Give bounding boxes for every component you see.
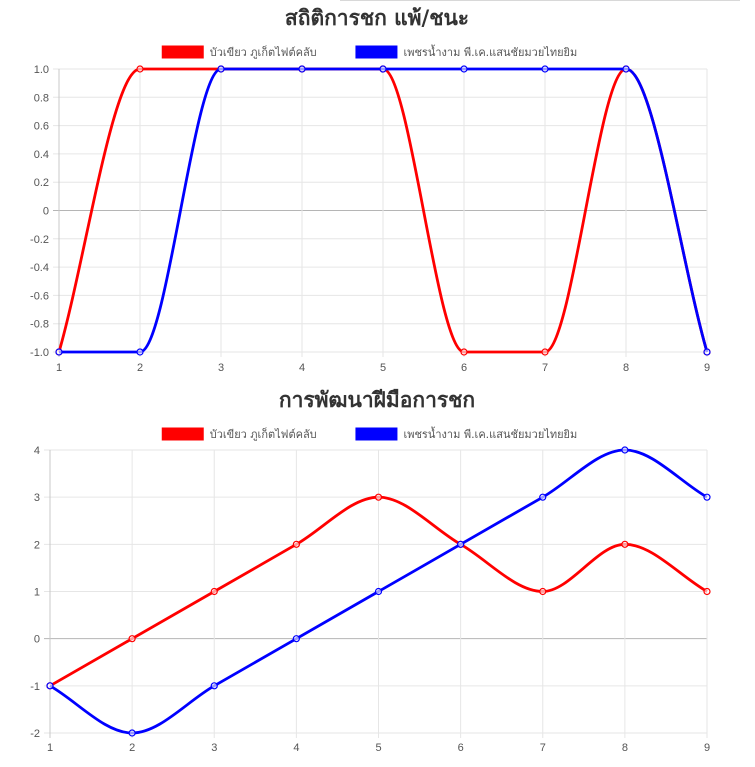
skill-data-point-1[interactable]: [621, 540, 629, 548]
winloss-y-tick-label: -0.6: [30, 290, 49, 302]
skill-y-tick-label: 1: [34, 587, 40, 599]
winloss-y-tick-label: 0.4: [34, 149, 49, 161]
winloss-y-tick-label: 0.6: [34, 121, 49, 133]
winloss-legend-swatch-2: [355, 45, 398, 59]
skill-data-point-2[interactable]: [210, 682, 218, 690]
winloss-legend-label-2: เพชรน้ำงาม พี.เค.แสนชัยมวยไทยยิม: [403, 44, 577, 59]
skill-data-point-2[interactable]: [539, 493, 547, 501]
winloss-x-tick-label: 3: [218, 362, 224, 374]
winloss-x-tick-label: 1: [56, 362, 62, 374]
winloss-x-tick-label: 7: [542, 362, 548, 374]
winloss-grid: [53, 68, 708, 357]
skill-x-tick-label: 9: [704, 742, 710, 754]
skill-legend-label-2: เพชรน้ำงาม พี.เค.แสนชัยมวยไทยยิม: [403, 426, 577, 441]
skill-y-tick-label: 3: [34, 492, 40, 504]
winloss-y-tick-label: -0.8: [30, 319, 49, 331]
skill-development-chart: การพัฒนาฝีมือการชกบัวเขียว ภูเก็ตไฟต์คลั…: [0, 380, 755, 767]
winloss-data-point-1[interactable]: [541, 348, 549, 356]
winloss-y-tick-label: 1.0: [34, 64, 49, 76]
skill-y-tick-label: 2: [34, 539, 40, 551]
winloss-x-tick-label: 5: [380, 362, 386, 374]
skill-data-point-2[interactable]: [621, 446, 629, 454]
winloss-x-tick-label: 2: [137, 362, 143, 374]
winloss-data-point-1[interactable]: [460, 348, 468, 356]
winloss-data-point-2[interactable]: [541, 65, 549, 73]
winloss-x-tick-label: 9: [704, 362, 710, 374]
winloss-data-point-2[interactable]: [622, 65, 630, 73]
skill-legend-item-1[interactable]: บัวเขียว ภูเก็ตไฟต์คลับ: [161, 427, 317, 441]
skill-legend-swatch-1: [161, 427, 204, 441]
winloss-x-tick-label: 6: [461, 362, 467, 374]
skill-x-tick-label: 6: [458, 742, 464, 754]
winloss-data-point-2[interactable]: [703, 348, 711, 356]
skill-data-point-2[interactable]: [128, 729, 136, 737]
top-divider: [340, 0, 740, 1]
winloss-title: สถิติการชก แพ้/ชนะ: [285, 6, 469, 30]
winloss-y-tick-label: 0: [43, 206, 49, 218]
winloss-y-tick-label: -0.2: [30, 234, 49, 246]
skill-x-tick-label: 3: [211, 742, 217, 754]
skill-x-tick-label: 8: [622, 742, 628, 754]
win-loss-chart: สถิติการชก แพ้/ชนะบัวเขียว ภูเก็ตไฟต์คลั…: [0, 0, 755, 380]
winloss-legend-item-2[interactable]: เพชรน้ำงาม พี.เค.แสนชัยมวยไทยยิม: [355, 44, 577, 59]
winloss-data-point-2[interactable]: [379, 65, 387, 73]
winloss-y-tick-label: 0.2: [34, 177, 49, 189]
winloss-data-point-2[interactable]: [136, 348, 144, 356]
skill-data-point-2[interactable]: [292, 635, 300, 643]
skill-x-tick-label: 5: [375, 742, 381, 754]
skill-data-point-2[interactable]: [703, 493, 711, 501]
skill-x-tick-label: 2: [129, 742, 135, 754]
skill-legend-swatch-2: [355, 427, 398, 441]
skill-x-tick-label: 4: [293, 742, 299, 754]
skill-data-point-1[interactable]: [539, 587, 547, 596]
skill-data-point-1[interactable]: [210, 587, 218, 596]
skill-data-point-1[interactable]: [703, 587, 711, 596]
skill-x-tick-label: 1: [47, 742, 53, 754]
skill-grid: [44, 449, 708, 738]
winloss-x-tick-label: 8: [623, 362, 629, 374]
winloss-y-tick-label: -1.0: [30, 347, 49, 359]
skill-y-tick-label: -2: [30, 728, 40, 740]
skill-title: การพัฒนาฝีมือการชก: [279, 388, 475, 412]
skill-series-line-1: [49, 495, 708, 688]
skill-data-point-1[interactable]: [292, 540, 300, 548]
skill-data-point-2[interactable]: [374, 587, 383, 596]
skill-legend-item-2[interactable]: เพชรน้ำงาม พี.เค.แสนชัยมวยไทยยิม: [355, 426, 577, 441]
winloss-data-point-2[interactable]: [217, 65, 225, 73]
winloss-y-tick-label: 0.8: [34, 92, 49, 104]
skill-x-tick-label: 7: [540, 742, 546, 754]
winloss-y-tick-label: -0.4: [30, 262, 49, 274]
skill-data-point-2[interactable]: [46, 682, 54, 690]
skill-y-tick-label: 4: [34, 445, 40, 457]
winloss-legend-label-1: บัวเขียว ภูเก็ตไฟต์คลับ: [210, 45, 317, 59]
winloss-legend-swatch-1: [161, 45, 204, 59]
skill-legend-label-1: บัวเขียว ภูเก็ตไฟต์คลับ: [210, 427, 317, 441]
winloss-x-tick-label: 4: [299, 362, 305, 374]
winloss-data-point-2[interactable]: [55, 348, 63, 356]
winloss-data-point-2[interactable]: [298, 65, 306, 73]
skill-data-point-1[interactable]: [374, 493, 383, 501]
skill-data-point-2[interactable]: [457, 540, 465, 548]
winloss-data-point-1[interactable]: [136, 65, 144, 73]
skill-y-tick-label: -1: [30, 681, 40, 693]
skill-data-point-1[interactable]: [128, 635, 136, 643]
winloss-legend-item-1[interactable]: บัวเขียว ภูเก็ตไฟต์คลับ: [161, 45, 317, 59]
winloss-data-point-2[interactable]: [460, 65, 468, 73]
skill-y-tick-label: 0: [34, 634, 40, 646]
